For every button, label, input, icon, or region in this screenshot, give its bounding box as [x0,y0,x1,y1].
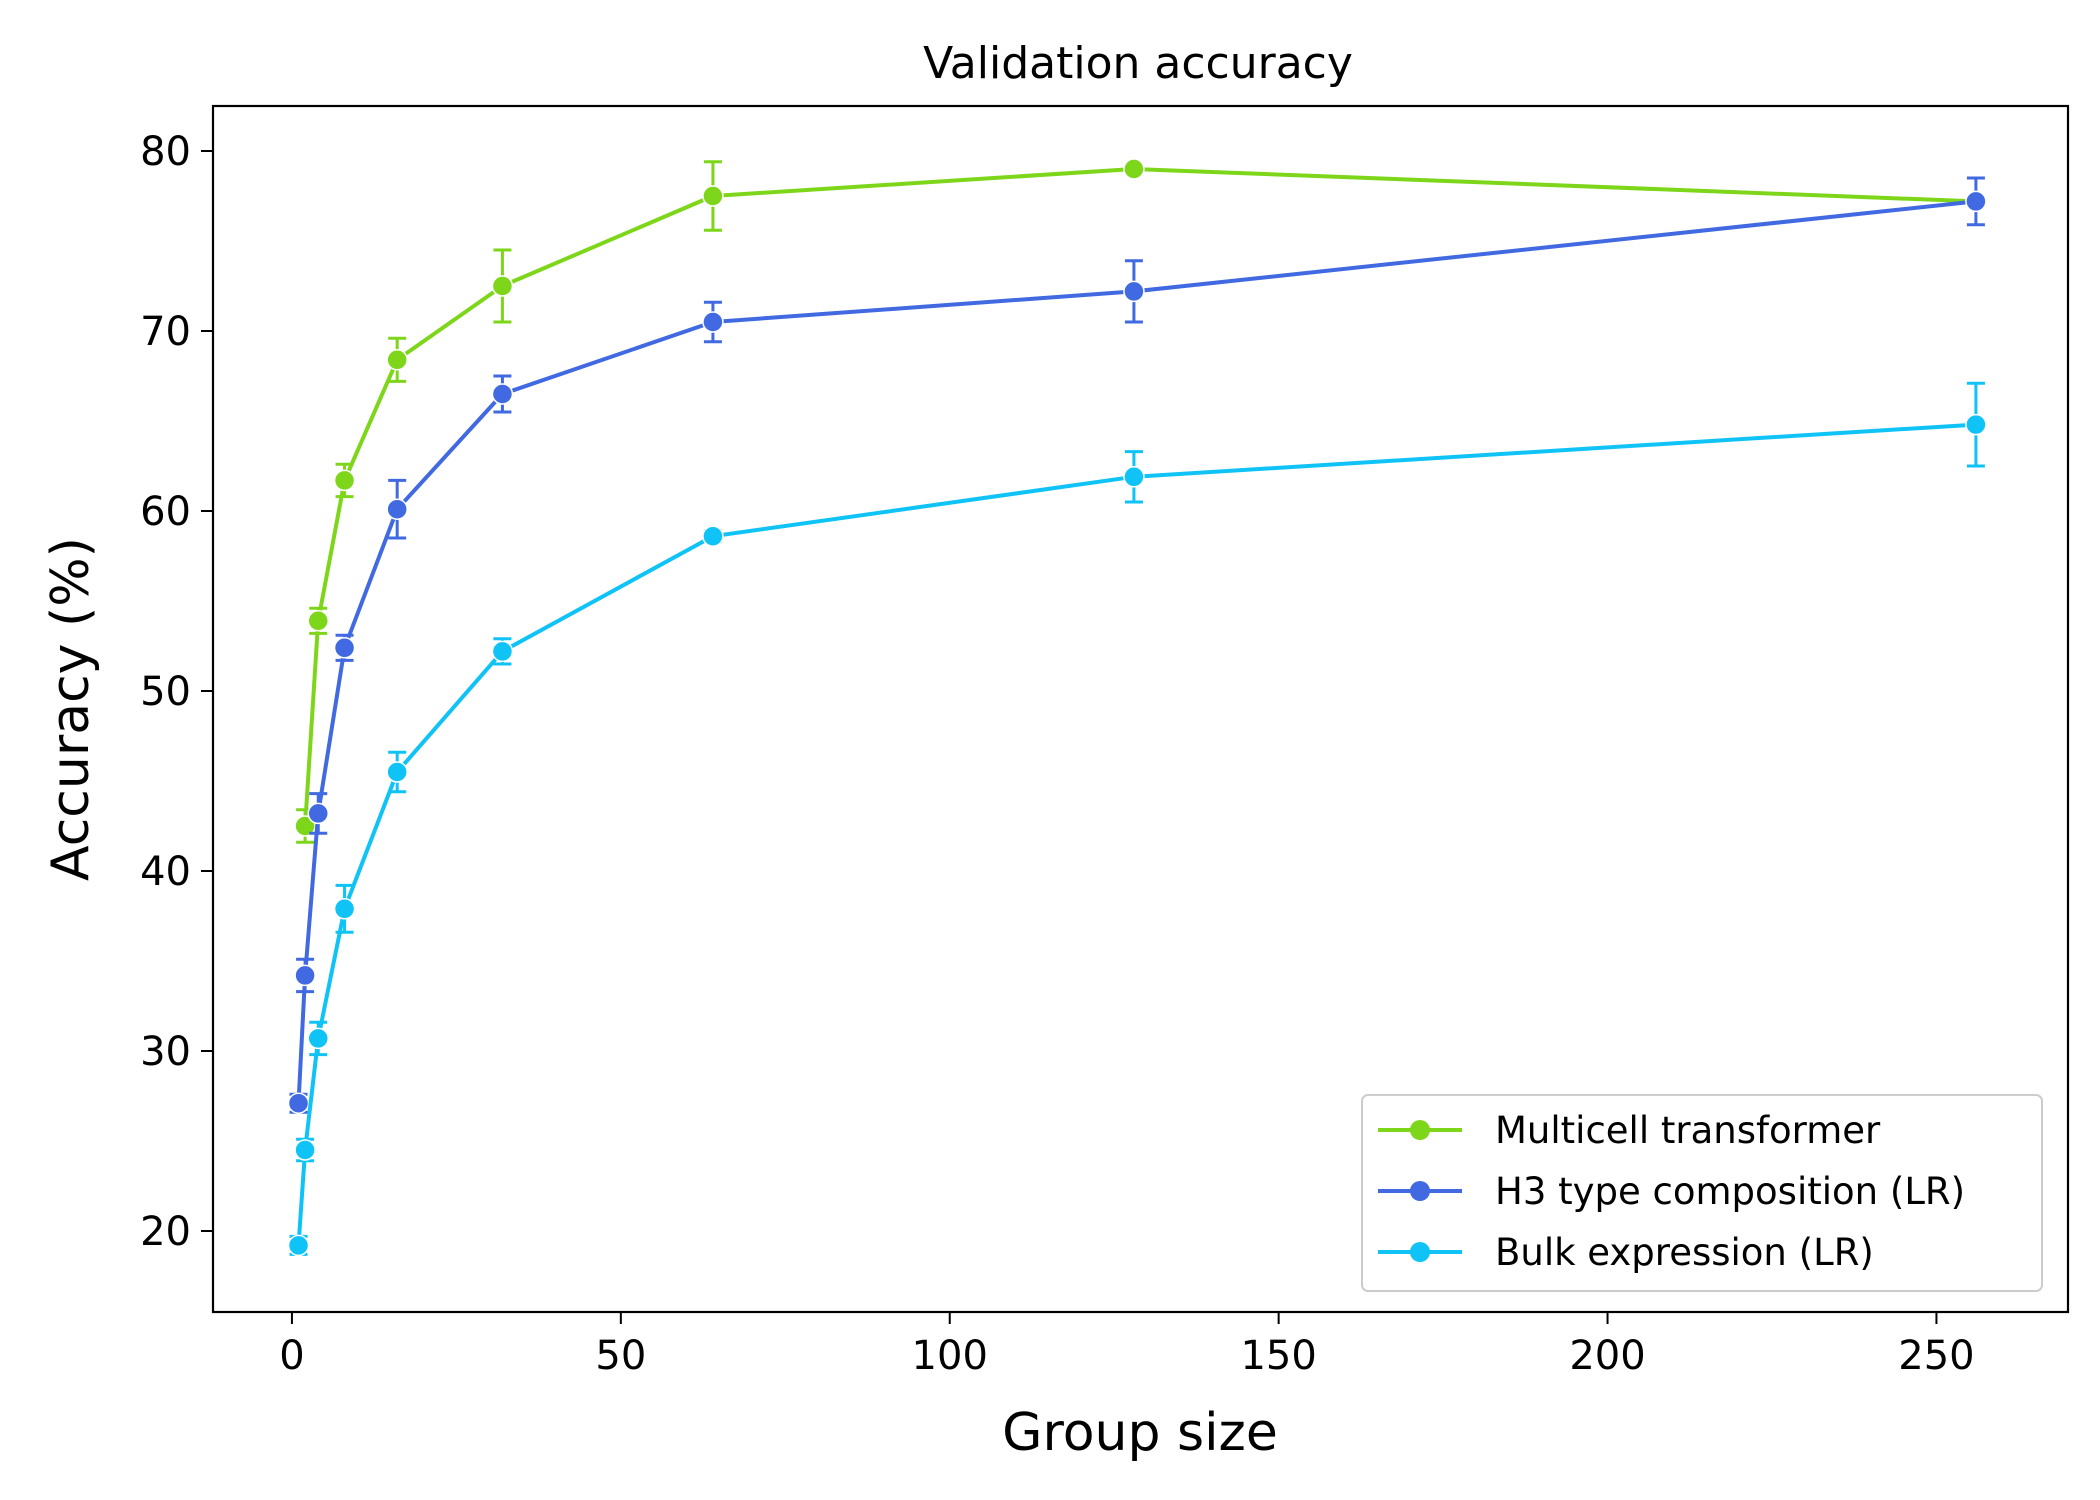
series-multicell-transformer [294,158,1987,844]
series-line-multicell-transformer [303,167,1976,827]
data-point [287,1234,310,1257]
x-tick-label: 0 [279,1333,304,1379]
data-point [1965,190,1987,213]
y-tick-label: 70 [140,309,191,355]
data-point [333,469,356,492]
data-point [491,383,514,405]
y-tick-label: 20 [140,1209,191,1255]
data-point [294,964,316,987]
chart-title: Validation accuracy [923,38,1353,89]
data-point [386,498,408,520]
y-tick-label: 60 [140,489,191,535]
y-axis-label: Accuracy (%) [41,537,101,881]
data-point [307,610,329,632]
x-axis-label: Group size [1002,1403,1278,1463]
legend: Multicell transformer H3 type compositio… [1361,1094,2043,1292]
data-point [702,185,724,207]
data-point [307,1027,329,1050]
data-point [333,898,356,920]
data-point [386,349,408,371]
y-tick-label: 30 [140,1029,191,1075]
data-point [491,275,514,297]
legend-entry-bulk-expression: Bulk expression (LR) [1378,1231,1874,1274]
data-point [702,525,724,547]
x-tick-label: 200 [1569,1333,1645,1379]
legend-marker-h3-type-composition [1410,1181,1430,1201]
legend-box [1361,1094,2043,1292]
x-tick-label: 50 [595,1333,646,1379]
data-point [287,1092,310,1114]
y-tick-label: 80 [140,129,191,175]
legend-label-bulk-expression: Bulk expression (LR) [1495,1231,1874,1274]
legend-marker-bulk-expression [1410,1242,1430,1262]
data-point [1123,466,1145,488]
data-point [307,802,329,825]
legend-entry-h3-type-composition: H3 type composition (LR) [1378,1170,1965,1213]
x-tick-label: 150 [1240,1333,1316,1379]
data-point [333,637,356,659]
legend-label-multicell-transformer: Multicell transformer [1495,1109,1881,1152]
plot-frame [211,104,2070,1314]
data-point [702,311,724,333]
series-layer [287,158,1987,1257]
x-axis-ticks: 0 50 100 150 200 250 [279,1312,1975,1379]
legend-label-h3-type-composition: H3 type composition (LR) [1495,1170,1965,1213]
data-point [491,640,514,663]
x-tick-label: 250 [1898,1333,1974,1379]
data-point [1965,413,1987,436]
data-point [294,1139,316,1161]
data-point [1123,158,1145,180]
y-tick-label: 50 [140,669,191,715]
data-point [1123,280,1145,303]
series-bulk-expression-lr [287,381,1987,1257]
y-axis-ticks: 20 30 40 50 60 70 80 [140,129,213,1255]
x-tick-label: 100 [912,1333,988,1379]
y-tick-label: 40 [140,849,191,895]
data-point [294,815,316,837]
legend-entry-multicell-transformer: Multicell transformer [1378,1109,1881,1152]
legend-marker-multicell-transformer [1410,1120,1430,1140]
series-h3-type-composition-lr [287,176,1987,1114]
data-point [386,761,408,783]
